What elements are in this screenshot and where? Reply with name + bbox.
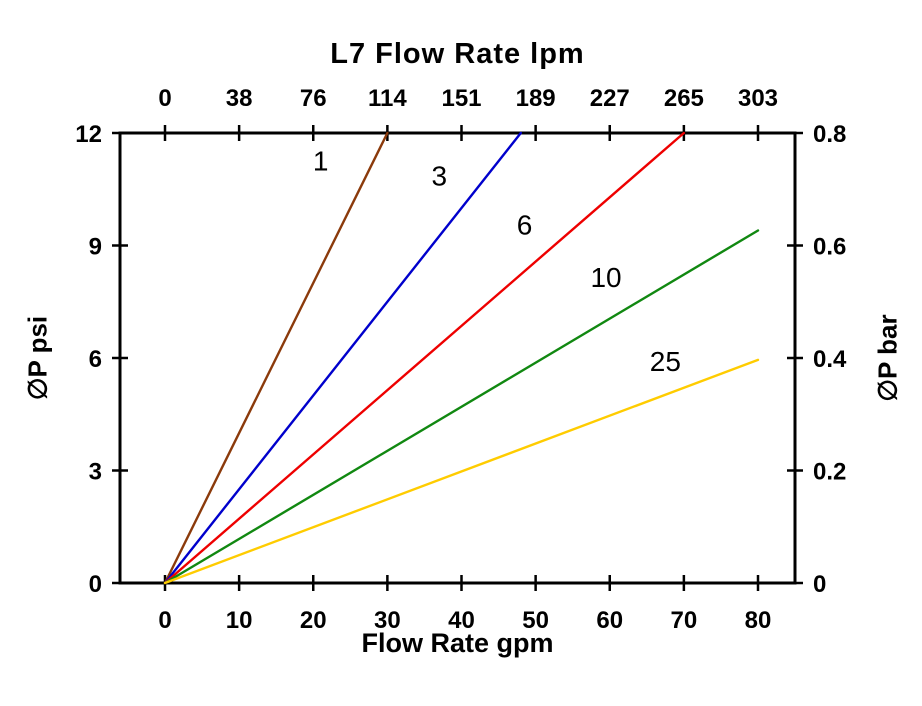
x-top-tick-label: 151 [441,85,481,112]
y-right-tick-label: 0 [813,571,826,598]
series-label-25: 25 [650,346,681,377]
x-bottom-tick-label: 30 [374,607,401,634]
x-top-tick-label: 265 [664,85,704,112]
x-bottom-tick-label: 50 [522,607,549,634]
x-top-tick-label: 76 [300,85,327,112]
y-left-tick-label: 0 [89,571,102,598]
x-top-tick-label: 189 [516,85,556,112]
y-left-tick-label: 12 [75,121,102,148]
x-top-tick-label: 0 [158,85,171,112]
axes-frame [118,131,797,585]
series-line-25 [163,358,760,585]
y-left-tick-label: 9 [89,234,102,261]
series-line-10 [163,229,760,585]
series-label-6: 6 [517,209,533,240]
x-bottom-tick-label: 0 [158,607,171,634]
y-left-tick-label: 3 [89,459,102,486]
x-top-tick-label: 227 [590,85,630,112]
x-top-tick-label: 38 [226,85,253,112]
series-line-3 [163,131,522,585]
series-label-1: 1 [313,146,329,177]
y-right-tick-label: 0.6 [813,234,846,261]
y-axis-label-left: ∅P psi [22,315,53,401]
chart-title: L7 Flow Rate lpm [330,38,585,70]
x-bottom-tick-label: 70 [671,607,698,634]
y-right-tick-label: 0.4 [813,346,847,373]
x-bottom-tick-label: 60 [596,607,623,634]
x-bottom-tick-label: 10 [226,607,253,634]
y-axis-label-right: ∅P bar [872,314,903,402]
x-top-tick-label: 114 [368,85,407,112]
series-line-6 [163,131,686,585]
y-left-tick-label: 6 [89,346,102,373]
series-label-3: 3 [431,161,447,192]
y-right-tick-label: 0.2 [813,459,846,486]
x-bottom-tick-label: 20 [300,607,327,634]
x-bottom-tick-label: 40 [448,607,475,634]
series-line-1 [163,131,389,585]
x-top-tick-label: 303 [738,85,778,112]
series-label-10: 10 [590,262,621,293]
x-bottom-tick-label: 80 [745,607,772,634]
x-axis-label: Flow Rate gpm [361,628,554,658]
y-right-tick-label: 0.8 [813,121,846,148]
